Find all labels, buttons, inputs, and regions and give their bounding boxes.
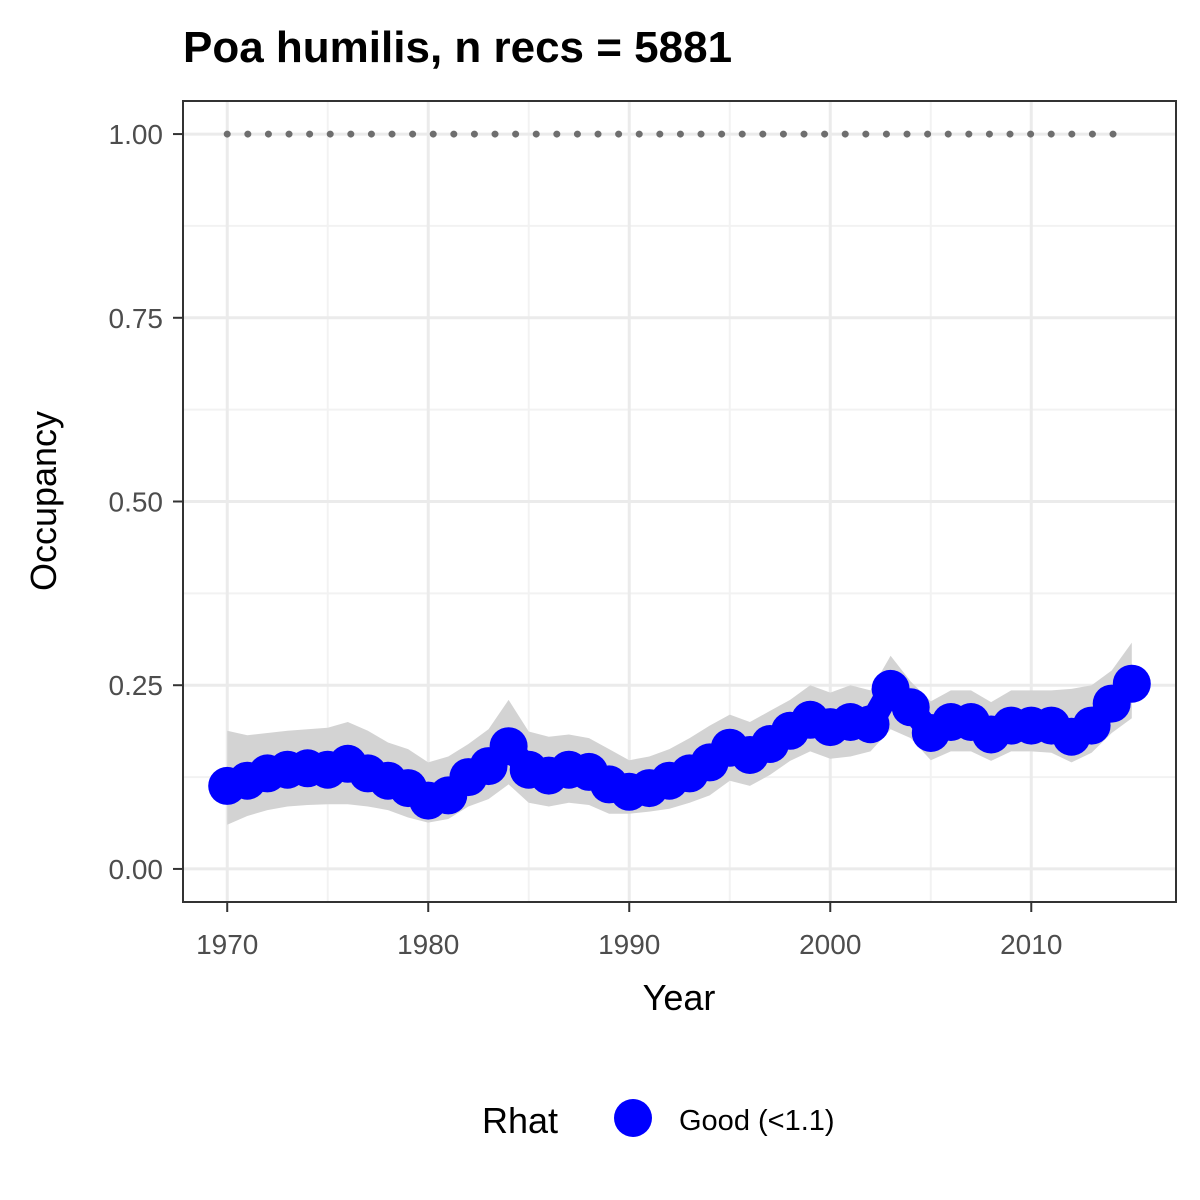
legend-key-good — [614, 1099, 652, 1137]
y-tick-label: 0.75 — [109, 303, 164, 334]
x-tick-label: 2010 — [1000, 929, 1062, 960]
y-axis-title: Occupancy — [23, 411, 64, 591]
y-tick-label: 0.25 — [109, 670, 164, 701]
legend: Rhat Good (<1.1) — [482, 1099, 835, 1141]
legend-label-good: Good (<1.1) — [679, 1105, 835, 1137]
x-tick-label: 1990 — [598, 929, 660, 960]
y-tick-label: 0.50 — [109, 487, 164, 518]
x-axis-title: Year — [643, 977, 716, 1018]
occupancy-points-layer — [208, 664, 1151, 820]
x-tick-label: 2000 — [799, 929, 861, 960]
y-tick-label: 1.00 — [109, 119, 164, 150]
x-axis-ticks: 1970 1980 1990 2000 2010 — [196, 902, 1062, 960]
x-tick-label: 1970 — [196, 929, 258, 960]
y-tick-label: 0.00 — [109, 854, 164, 885]
occupancy-point — [891, 688, 930, 727]
y-axis-ticks: 0.00 0.25 0.50 0.75 1.00 — [109, 119, 183, 885]
occupancy-point — [1112, 664, 1151, 703]
occupancy-point — [851, 705, 890, 744]
x-tick-label: 1980 — [397, 929, 459, 960]
legend-title: Rhat — [482, 1100, 558, 1141]
chart-title: Poa humilis, n recs = 5881 — [183, 23, 732, 72]
